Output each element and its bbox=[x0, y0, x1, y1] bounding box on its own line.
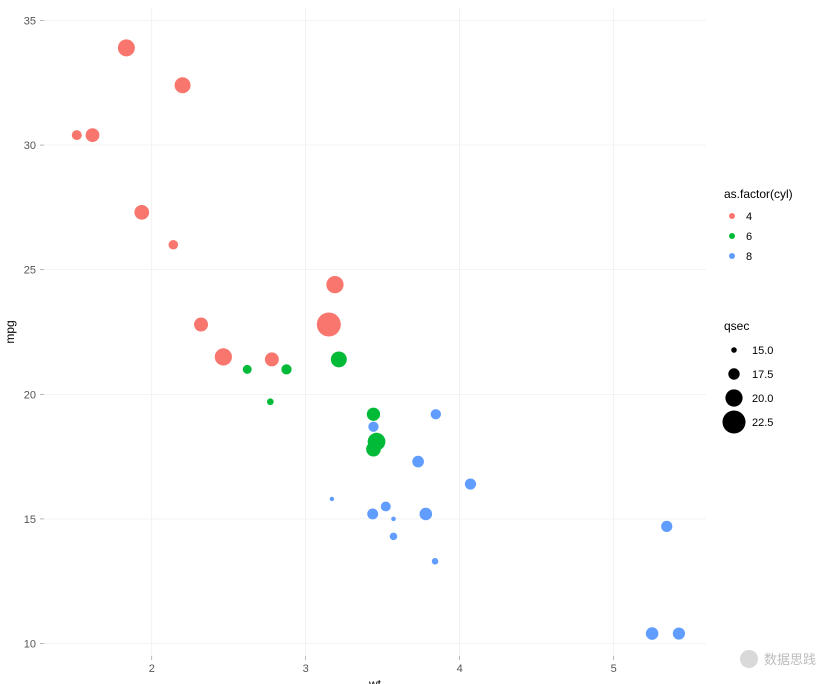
data-point bbox=[72, 130, 82, 140]
data-point bbox=[118, 39, 135, 56]
data-point bbox=[412, 456, 424, 468]
scatter-chart: 2 3 4 5 wt 10 15 20 25 30 35 mpg as.factor(cyl) 4 6 8 qs… bbox=[0, 0, 836, 684]
data-point bbox=[194, 318, 208, 332]
svg-text:6: 6 bbox=[746, 231, 752, 243]
legend-size: qsec15.0 17.5 20.0 22.5 bbox=[722, 319, 773, 434]
data-point bbox=[367, 408, 380, 421]
chart-container: 2 3 4 5 wt 10 15 20 25 30 35 mpg as.factor(cyl) 4 6 8 qs… bbox=[0, 0, 836, 684]
svg-text:wt: wt bbox=[368, 677, 382, 684]
legend-size-swatch bbox=[725, 389, 742, 406]
data-point bbox=[432, 558, 439, 565]
x-axis: 2 3 4 5 wt bbox=[149, 656, 617, 684]
svg-text:4: 4 bbox=[746, 211, 752, 223]
svg-text:10: 10 bbox=[24, 639, 36, 651]
data-point bbox=[326, 276, 343, 293]
legend-color: as.factor(cyl) 4 6 8 bbox=[724, 187, 793, 263]
data-point bbox=[267, 398, 274, 405]
legend-swatch bbox=[729, 213, 735, 219]
svg-text:4: 4 bbox=[457, 663, 463, 675]
svg-text:15.0: 15.0 bbox=[752, 345, 773, 357]
data-point bbox=[281, 364, 291, 374]
watermark-text: 数据思践 bbox=[764, 649, 816, 668]
data-point bbox=[646, 627, 659, 640]
data-point bbox=[465, 478, 476, 489]
data-point bbox=[265, 352, 279, 366]
svg-text:as.factor(cyl): as.factor(cyl) bbox=[724, 187, 793, 201]
legend-swatch bbox=[729, 233, 735, 239]
svg-text:qsec: qsec bbox=[724, 319, 749, 333]
svg-text:3: 3 bbox=[303, 663, 309, 675]
data-point bbox=[317, 313, 341, 337]
y-axis: 10 15 20 25 30 35 mpg bbox=[3, 15, 44, 650]
data-point bbox=[175, 77, 191, 93]
data-point bbox=[431, 409, 441, 419]
data-point bbox=[366, 442, 381, 457]
svg-text:20: 20 bbox=[24, 389, 36, 401]
svg-text:22.5: 22.5 bbox=[752, 417, 773, 429]
svg-text:5: 5 bbox=[611, 663, 617, 675]
legend-size-swatch bbox=[722, 410, 745, 433]
plot-panel bbox=[44, 8, 706, 656]
legend-swatch bbox=[729, 253, 735, 259]
watermark-icon bbox=[740, 650, 758, 668]
data-point bbox=[215, 348, 232, 365]
svg-text:2: 2 bbox=[149, 663, 155, 675]
legend-size-swatch bbox=[728, 368, 739, 379]
data-point bbox=[420, 508, 433, 521]
data-point bbox=[390, 533, 398, 541]
svg-text:35: 35 bbox=[24, 15, 36, 27]
data-point bbox=[330, 497, 334, 501]
svg-text:8: 8 bbox=[746, 251, 752, 263]
svg-text:25: 25 bbox=[24, 265, 36, 277]
svg-text:17.5: 17.5 bbox=[752, 369, 773, 381]
data-point bbox=[367, 508, 378, 519]
svg-text:15: 15 bbox=[24, 514, 36, 526]
data-point bbox=[86, 128, 100, 142]
data-point bbox=[381, 501, 391, 511]
data-point bbox=[331, 351, 347, 367]
data-point bbox=[243, 365, 252, 374]
watermark: 数据思践 bbox=[740, 649, 816, 668]
svg-text:30: 30 bbox=[24, 140, 36, 152]
data-point bbox=[169, 240, 179, 250]
svg-text:mpg: mpg bbox=[3, 320, 17, 343]
data-point bbox=[661, 521, 672, 532]
data-point bbox=[391, 517, 396, 522]
svg-text:20.0: 20.0 bbox=[752, 393, 773, 405]
data-point bbox=[673, 627, 685, 639]
data-point bbox=[368, 422, 378, 432]
data-point bbox=[134, 205, 149, 220]
legend-size-swatch bbox=[731, 347, 737, 353]
